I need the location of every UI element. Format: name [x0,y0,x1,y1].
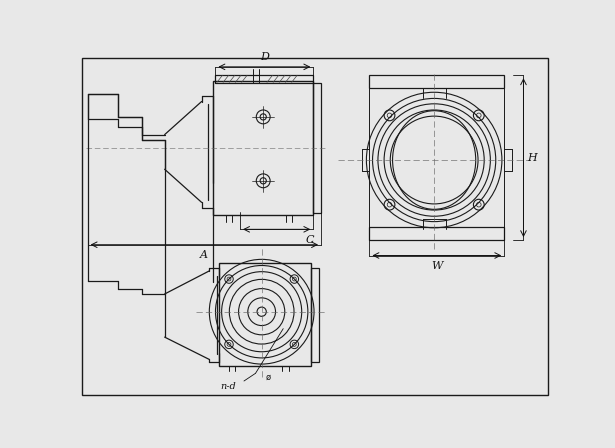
Text: ø: ø [266,373,271,382]
Bar [313,83,321,213]
Text: W: W [431,261,443,271]
Text: A: A [200,250,208,260]
Bar [370,75,504,88]
Bar [370,227,504,240]
Text: n-d: n-d [221,382,236,391]
Bar [215,74,313,83]
Text: H: H [527,153,537,163]
Text: C: C [305,235,314,245]
Text: D: D [260,52,269,62]
Bar [213,81,313,215]
Bar [311,268,319,362]
Bar [218,263,311,366]
